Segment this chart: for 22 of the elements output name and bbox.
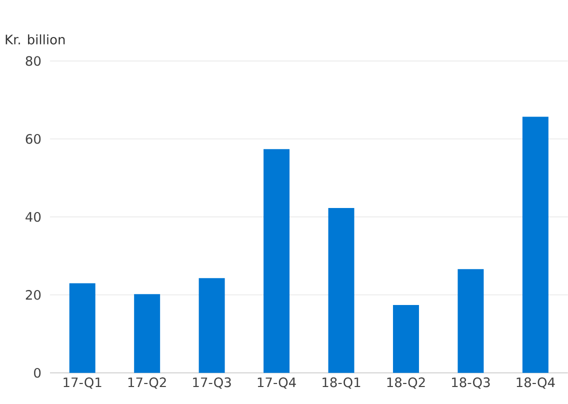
bar bbox=[198, 278, 225, 373]
x-tick-label: 17-Q2 bbox=[128, 377, 166, 389]
x-tick-label: 17-Q1 bbox=[64, 377, 102, 389]
y-axis-title: Kr. billion bbox=[6, 34, 65, 45]
y-tick-label: 20 bbox=[26, 290, 41, 300]
bar bbox=[522, 116, 548, 373]
y-tick-label: 80 bbox=[26, 56, 41, 66]
x-tick-label: 17-Q4 bbox=[258, 377, 296, 389]
x-tick-label: 18-Q2 bbox=[387, 377, 425, 389]
y-tick-label: 0 bbox=[34, 368, 41, 378]
x-tick-label: 18-Q1 bbox=[322, 377, 360, 389]
x-tick-label: 18-Q3 bbox=[452, 377, 490, 389]
y-tick-label: 40 bbox=[26, 212, 41, 222]
y-tick-label: 60 bbox=[26, 134, 41, 144]
bar bbox=[458, 269, 484, 373]
bar bbox=[264, 149, 290, 373]
x-tick-label: 17-Q3 bbox=[193, 377, 231, 389]
bar bbox=[69, 283, 96, 373]
bar bbox=[328, 208, 354, 373]
bar bbox=[392, 305, 419, 373]
bar bbox=[134, 294, 160, 373]
x-tick-label: 18-Q4 bbox=[516, 377, 555, 389]
